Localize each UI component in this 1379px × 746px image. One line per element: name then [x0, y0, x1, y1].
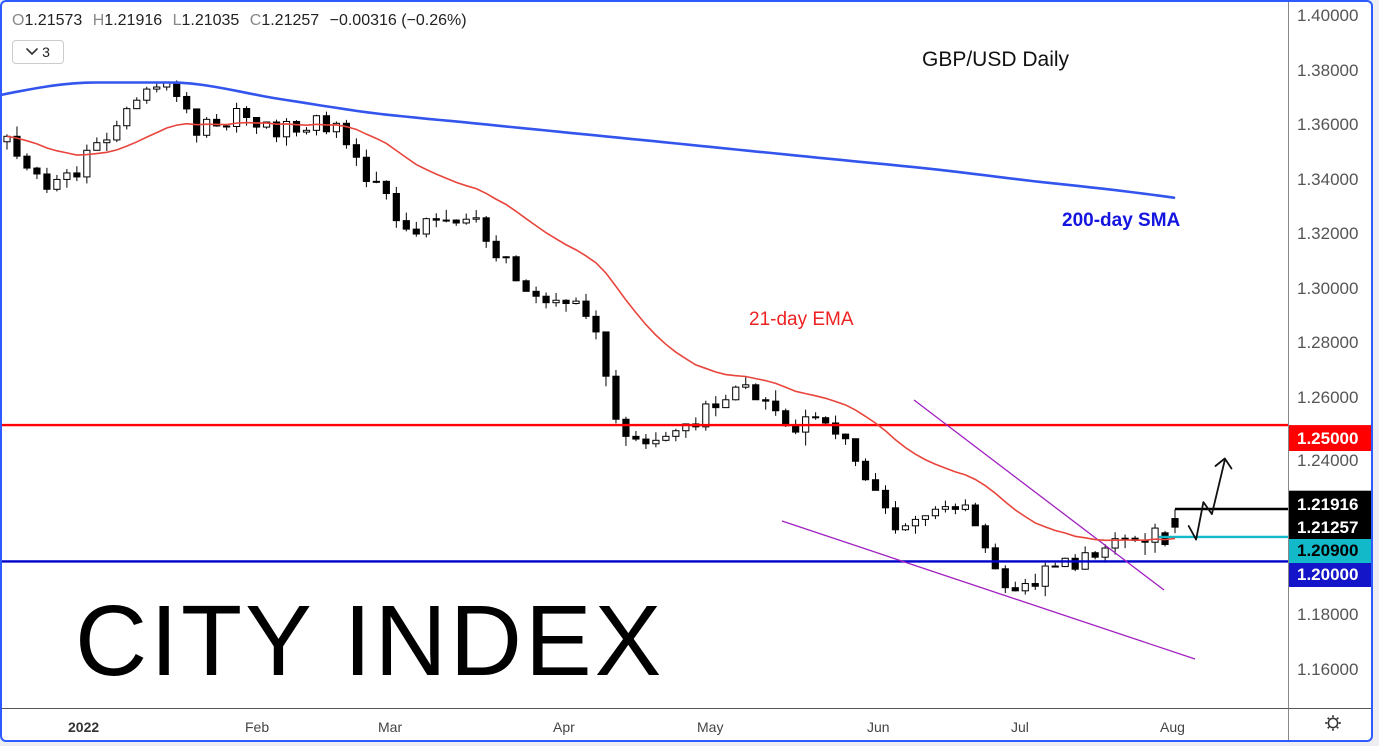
svg-text:21-day EMA: 21-day EMA [749, 309, 854, 330]
svg-text:200-day SMA: 200-day SMA [1062, 210, 1181, 231]
